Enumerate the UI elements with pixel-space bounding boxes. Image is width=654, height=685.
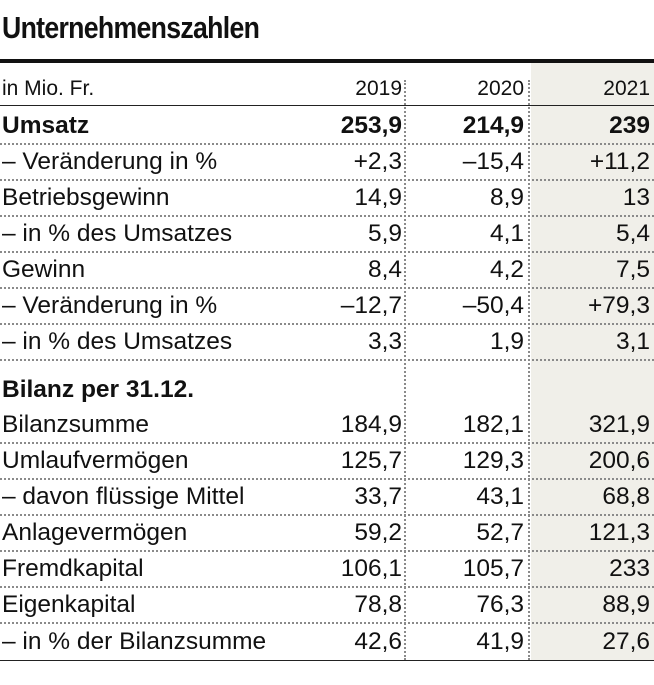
table-row: – in % des Umsatzes 5,9 4,1 5,4 — [0, 217, 654, 253]
row-value: 76,3 — [476, 591, 524, 618]
row-value: 88,9 — [602, 591, 650, 618]
table-row: – in % der Bilanzsumme 42,6 41,9 27,6 — [0, 624, 654, 660]
row-label: – Veränderung in % — [2, 148, 218, 175]
row-value: 14,9 — [354, 184, 402, 211]
row-value: +11,2 — [589, 148, 650, 175]
row-label: – in % der Bilanzsumme — [2, 628, 267, 655]
row-label: Eigenkapital — [2, 591, 136, 618]
row-value: 105,7 — [462, 555, 524, 582]
table-row: Gewinn 8,4 4,2 7,5 — [0, 253, 654, 289]
header-row: in Mio. Fr. 2019 2020 2021 — [0, 72, 654, 106]
row-value: 78,8 — [354, 591, 402, 618]
row-value: 106,1 — [340, 555, 402, 582]
unit-label: in Mio. Fr. — [2, 76, 95, 100]
section-heading-row: Bilanz per 31.12. — [0, 372, 654, 408]
row-label: – in % des Umsatzes — [2, 328, 233, 355]
column-divider — [404, 80, 406, 660]
row-label: Fremdkapital — [2, 555, 144, 582]
row-value: 1,9 — [489, 328, 524, 355]
table-row: Anlagevermögen 59,2 52,7 121,3 — [0, 516, 654, 552]
row-value: +2,3 — [353, 148, 402, 175]
row-value: 253,9 — [340, 112, 402, 139]
row-value: 182,1 — [462, 411, 524, 438]
row-value: 42,6 — [354, 628, 402, 655]
row-label: – Veränderung in % — [2, 292, 218, 319]
row-value: 41,9 — [476, 628, 524, 655]
section-heading: Bilanz per 31.12. — [2, 376, 195, 403]
table-row: Umlaufvermögen 125,7 129,3 200,6 — [0, 444, 654, 480]
row-value: 13 — [622, 184, 650, 211]
table-row: – Veränderung in % –12,7 –50,4 +79,3 — [0, 289, 654, 325]
row-value: –50,4 — [462, 292, 524, 319]
row-value: 3,1 — [615, 328, 650, 355]
row-value: 200,6 — [588, 447, 650, 474]
row-value: 184,9 — [340, 411, 402, 438]
row-label: Anlagevermögen — [2, 519, 188, 546]
row-value: 43,1 — [476, 483, 524, 510]
year-header: 2019 — [355, 76, 402, 100]
row-value: 239 — [609, 112, 650, 139]
row-value: 4,1 — [489, 220, 524, 247]
row-value: 33,7 — [354, 483, 402, 510]
year-header: 2020 — [477, 76, 524, 100]
row-value: 8,9 — [489, 184, 524, 211]
row-value: 3,3 — [367, 328, 402, 355]
row-value: 233 — [609, 555, 650, 582]
row-value: 7,5 — [615, 256, 650, 283]
row-label: Betriebsgewinn — [2, 184, 170, 211]
row-label: Bilanzsumme — [2, 411, 150, 438]
table-row: Betriebsgewinn 14,9 8,9 13 — [0, 181, 654, 217]
row-value: 8,4 — [367, 256, 402, 283]
row-value: 52,7 — [476, 519, 524, 546]
table-row: Eigenkapital 78,8 76,3 88,9 — [0, 588, 654, 624]
row-value: 121,3 — [588, 519, 650, 546]
table-row: – Veränderung in % +2,3 –15,4 +11,2 — [0, 145, 654, 181]
table-row: Fremdkapital 106,1 105,7 233 — [0, 552, 654, 588]
table-bottom-rule — [0, 660, 654, 661]
year-2021-highlight — [531, 63, 654, 660]
row-value: 4,2 — [489, 256, 524, 283]
row-value: 321,9 — [588, 411, 650, 438]
row-value: 59,2 — [354, 519, 402, 546]
year-header: 2021 — [603, 76, 650, 100]
row-value: –15,4 — [462, 148, 524, 175]
table-row: Umsatz 253,9 214,9 239 — [0, 109, 654, 145]
title-rule — [0, 59, 654, 63]
row-value: 27,6 — [602, 628, 650, 655]
row-value: 5,9 — [367, 220, 402, 247]
row-label: Umsatz — [2, 112, 90, 139]
row-value: +79,3 — [588, 292, 650, 319]
row-label: – davon flüssige Mittel — [2, 483, 245, 510]
row-label: – in % des Umsatzes — [2, 220, 233, 247]
row-value: –12,7 — [340, 292, 402, 319]
row-value: 125,7 — [340, 447, 402, 474]
row-value: 5,4 — [615, 220, 650, 247]
row-value: 68,8 — [602, 483, 650, 510]
row-label: Umlaufvermögen — [2, 447, 189, 474]
table-row: Bilanzsumme 184,9 182,1 321,9 — [0, 408, 654, 444]
table-title: Unternehmenszahlen — [2, 10, 260, 45]
column-divider — [528, 80, 530, 660]
row-label: Gewinn — [2, 256, 86, 283]
row-value: 214,9 — [462, 112, 524, 139]
row-value: 129,3 — [462, 447, 524, 474]
table-row: – in % des Umsatzes 3,3 1,9 3,1 — [0, 325, 654, 361]
table-row: – davon flüssige Mittel 33,7 43,1 68,8 — [0, 480, 654, 516]
